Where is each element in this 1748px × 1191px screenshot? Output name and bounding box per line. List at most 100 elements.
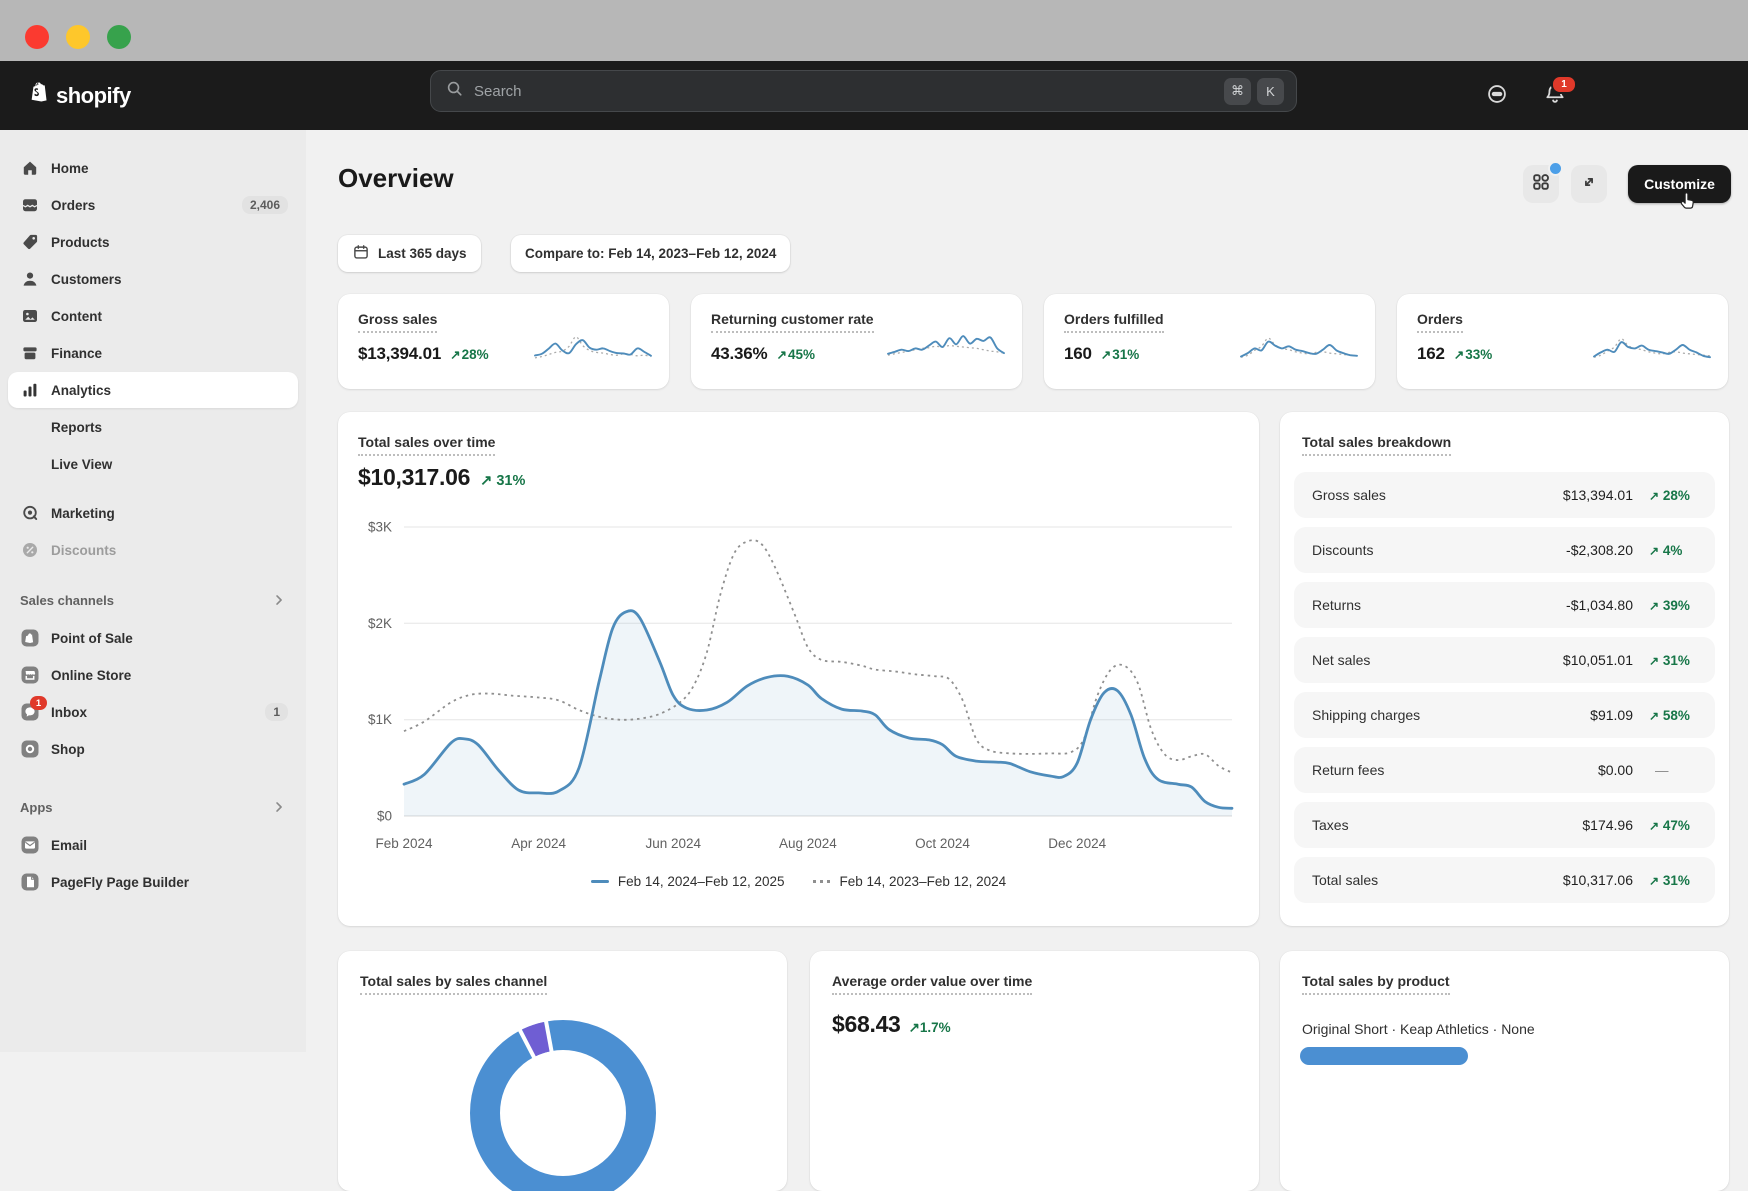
product-bar[interactable]	[1300, 1047, 1468, 1065]
breakdown-row-returns: Returns -$1,034.80 ↗ 39%	[1294, 582, 1715, 628]
date-range-pill[interactable]: Last 365 days	[338, 235, 481, 272]
trend-up-icon: ↗	[1100, 348, 1112, 362]
aov-value-row: $68.43 ↗1.7%	[832, 1011, 951, 1038]
metric-value: 162	[1417, 344, 1445, 363]
sidebar-item-email[interactable]: Email	[8, 827, 298, 863]
breakdown-row-label: Net sales	[1312, 652, 1371, 668]
trend-up-icon: ↗	[908, 1020, 920, 1035]
widgets-button[interactable]	[1523, 161, 1563, 203]
total-sales-line-chart[interactable]: $0 $1K $2K $3K Feb 2024 Apr 2024 Jun 2024 Aug 2…	[358, 510, 1239, 862]
fullscreen-button[interactable]	[1571, 165, 1607, 203]
customize-button[interactable]: Customize	[1628, 165, 1731, 203]
traffic-light-minimize[interactable]	[66, 25, 90, 49]
sidebar-item-discounts[interactable]: Discounts	[8, 532, 298, 568]
breakdown-row-value: $10,317.06	[1562, 872, 1633, 888]
marketing-icon	[20, 503, 40, 523]
sidebar-item-customers[interactable]: Customers	[8, 261, 298, 297]
sidebar-section-sales-channels[interactable]: Sales channels	[8, 584, 298, 616]
sidebar-item-online-store[interactable]: Online Store	[8, 657, 298, 693]
trend-up-icon: ↗	[1649, 818, 1660, 833]
metric-card-title[interactable]: Gross sales	[358, 311, 438, 333]
aov-change: ↗1.7%	[908, 1020, 951, 1035]
finance-icon	[20, 343, 40, 363]
shopify-logo[interactable]: shopify	[26, 61, 131, 130]
metric-change: ↗ 33%	[1453, 347, 1493, 362]
sidebar-item-home[interactable]: Home	[8, 150, 298, 186]
compare-pill[interactable]: Compare to: Feb 14, 2023–Feb 12, 2024	[511, 235, 791, 272]
sidebar-item-label: Marketing	[51, 505, 115, 521]
aov-card-title[interactable]: Average order value over time	[832, 973, 1033, 995]
home-icon	[20, 158, 40, 178]
metric-card-gross-sales[interactable]: Gross sales $13,394.01 ↗ 28%	[338, 294, 669, 389]
metric-card-orders-fulfilled[interactable]: Orders fulfilled 160 ↗ 31%	[1044, 294, 1375, 389]
sidebar-item-pagefly-page-builder[interactable]: PageFly Page Builder	[8, 864, 298, 900]
legend-item-current[interactable]: Feb 14, 2024–Feb 12, 2025	[590, 874, 785, 889]
trend-up-icon: ↗	[480, 473, 493, 489]
sales-channel-donut-chart[interactable]	[338, 1006, 787, 1191]
sidebar-item-label: Products	[51, 234, 110, 250]
channel-card-title[interactable]: Total sales by sales channel	[360, 973, 548, 995]
metric-card-returning-customer-rate[interactable]: Returning customer rate 43.36% ↗ 45%	[691, 294, 1022, 389]
metric-card-title[interactable]: Orders	[1417, 311, 1463, 333]
product-card-title[interactable]: Total sales by product	[1302, 973, 1450, 995]
breakdown-row-label: Taxes	[1312, 817, 1349, 833]
no-icon	[20, 454, 40, 474]
legend-item-previous[interactable]: Feb 14, 2023–Feb 12, 2024	[812, 874, 1007, 889]
metric-card-title[interactable]: Returning customer rate	[711, 311, 874, 333]
sidebar-item-finance[interactable]: Finance	[8, 335, 298, 371]
sidebar-item-analytics[interactable]: Analytics	[8, 372, 298, 408]
svg-text:Dec 2024: Dec 2024	[1048, 836, 1106, 851]
sidebar-item-reports[interactable]: Reports	[8, 409, 298, 445]
breakdown-row-value: -$2,308.20	[1566, 542, 1633, 558]
search-input[interactable]	[472, 81, 1218, 101]
chart-card-title[interactable]: Total sales over time	[358, 434, 496, 456]
breakdown-row-label: Shipping charges	[1312, 707, 1421, 723]
metric-sparkline	[533, 322, 653, 368]
total-sales-by-channel-card: Total sales by sales channel	[338, 951, 787, 1191]
breakdown-row-value: $10,051.01	[1562, 652, 1633, 668]
metric-card-orders[interactable]: Orders 162 ↗ 33%	[1397, 294, 1728, 389]
sidebar-item-live-view[interactable]: Live View	[8, 446, 298, 482]
sidekick-button[interactable]	[1479, 78, 1515, 114]
traffic-light-close[interactable]	[25, 25, 49, 49]
sidebar-item-inbox[interactable]: 1 Inbox 1	[8, 694, 298, 730]
pagefly-icon	[20, 872, 40, 892]
sidebar-item-shop[interactable]: Shop	[8, 731, 298, 767]
legend-label: Feb 14, 2023–Feb 12, 2024	[839, 874, 1007, 889]
traffic-light-zoom[interactable]	[107, 25, 131, 49]
breakdown-row-change: —	[1655, 762, 1669, 778]
global-search[interactable]: ⌘ K	[430, 70, 1297, 112]
trend-up-icon: ↗	[1649, 598, 1660, 613]
sidebar-item-label: Finance	[51, 345, 103, 361]
new-feature-dot	[1548, 161, 1563, 176]
metric-value: 43.36%	[711, 344, 768, 363]
breakdown-row-gross-sales: Gross sales $13,394.01 ↗ 28%	[1294, 472, 1715, 518]
svg-text:Oct 2024: Oct 2024	[915, 836, 970, 851]
svg-text:$1K: $1K	[368, 712, 392, 727]
metric-card-title[interactable]: Orders fulfilled	[1064, 311, 1164, 333]
sidebar-item-label: Reports	[51, 419, 103, 435]
sidebar-item-label: Home	[51, 160, 89, 176]
discounts-icon	[20, 540, 40, 560]
sidebar-section-apps[interactable]: Apps	[8, 791, 298, 823]
breakdown-row-value: -$1,034.80	[1566, 597, 1633, 613]
legend-label: Feb 14, 2024–Feb 12, 2025	[617, 874, 785, 889]
no-icon	[20, 417, 40, 437]
top-bar: shopify ⌘ K 1	[0, 61, 1748, 130]
sidebar-item-marketing[interactable]: Marketing	[8, 495, 298, 531]
breakdown-row-label: Gross sales	[1312, 487, 1386, 503]
breakdown-title[interactable]: Total sales breakdown	[1302, 434, 1452, 456]
sidebar-item-content[interactable]: Content	[8, 298, 298, 334]
legend-solid-swatch	[590, 880, 609, 883]
products-icon	[20, 232, 40, 252]
sidebar-item-products[interactable]: Products	[8, 224, 298, 260]
metric-value-row: $13,394.01 ↗ 28%	[358, 344, 489, 364]
breakdown-row-return-fees: Return fees $0.00 —	[1294, 747, 1715, 793]
breakdown-row-change: ↗ 47%	[1649, 817, 1690, 833]
notification-badge: 1	[1551, 75, 1577, 94]
sidebar-item-point-of-sale[interactable]: Point of Sale	[8, 620, 298, 656]
orders-count-badge: 2,406	[241, 196, 288, 214]
sidebar-item-orders[interactable]: Orders 2,406	[8, 187, 298, 223]
breakdown-row-change: ↗ 28%	[1649, 487, 1690, 503]
breakdown-row-label: Discounts	[1312, 542, 1374, 558]
